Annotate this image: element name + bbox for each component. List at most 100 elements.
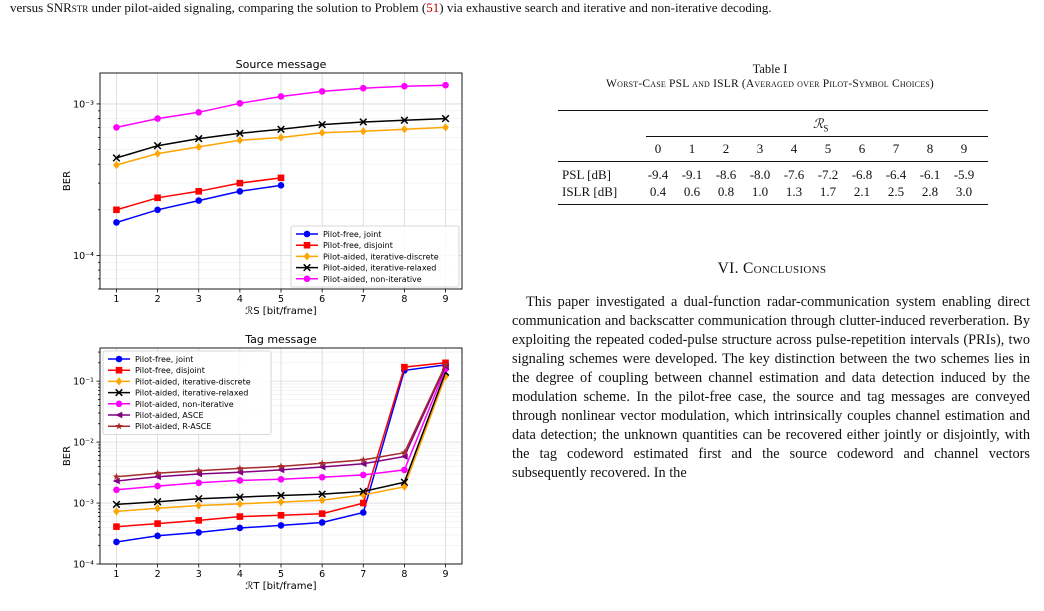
x-tick-label: 9 (443, 569, 449, 580)
table-group-rule (646, 136, 988, 137)
data-point (359, 509, 367, 516)
legend-box (290, 225, 460, 288)
pslr-islr-table: ℛS 0 1 2 3 4 5 6 7 8 9 PSL [dB] -9.4 -9.1 -8.6 -8.0 -7… (558, 110, 988, 230)
legend-entry: Pilot-aided, ASCE (135, 411, 204, 420)
legend-entry: Pilot-aided, iterative-relaxed (135, 389, 248, 398)
data-point (401, 363, 408, 371)
table-column-header-0: 0 (654, 141, 662, 156)
legend-marker (115, 366, 123, 374)
data-point (154, 482, 161, 490)
data-point (277, 522, 285, 529)
data-point (236, 524, 244, 532)
x-tick-label: 3 (196, 294, 202, 305)
data-point (113, 523, 120, 530)
series-pilot-free-disjoint (113, 174, 285, 214)
x-tick-label: 2 (155, 569, 161, 580)
data-point (359, 487, 368, 496)
data-point (277, 93, 285, 100)
table-column-header-6: 6 (858, 141, 866, 156)
x-tick-label: 4 (237, 569, 243, 580)
table-column-header-1: 1 (688, 141, 696, 156)
x-axis-label: ℛT [bit/frame] (245, 581, 316, 592)
table-mid-rule (558, 161, 988, 162)
data-point (113, 219, 120, 226)
data-point (154, 206, 161, 214)
data-point (195, 466, 203, 474)
data-point (113, 124, 120, 131)
legend-entry: Pilot-aided, iterative-relaxed (323, 264, 436, 273)
x-axis-label: ℛS [bit/frame] (245, 306, 316, 317)
x-tick-label: 8 (401, 569, 407, 580)
series-pilot-aided-iterative-relaxed (112, 114, 450, 162)
legend-marker (115, 422, 123, 430)
data-point (318, 519, 326, 526)
rate-subscript: S (823, 123, 829, 134)
x-tick-label: 6 (319, 294, 325, 305)
data-point (359, 127, 367, 136)
data-point (318, 490, 326, 498)
data-point (318, 459, 326, 467)
x-tick-label: 7 (360, 569, 366, 580)
table-cell: 1.3 (785, 184, 803, 199)
table-cell: -6.4 (885, 167, 907, 182)
data-point (153, 141, 162, 150)
table-cell: 1.7 (819, 184, 837, 199)
table-cell: -9.1 (681, 167, 703, 182)
table-cell: 3.0 (955, 184, 973, 199)
caption-text: versus SNR (10, 0, 72, 15)
legend-entry: Pilot-aided, iterative-discrete (323, 252, 439, 261)
figure-caption-continuation: versus SNRSTR under pilot-aided signalin… (10, 0, 1034, 17)
data-point (236, 493, 244, 501)
series-pilot-aided-non-iterative (113, 81, 449, 131)
data-point (236, 499, 244, 508)
data-point (400, 478, 409, 487)
data-point (195, 479, 203, 487)
legend: Pilot-free, joint Pilot-free, disjoint Pil… (290, 225, 460, 288)
x-tick-label: 7 (360, 294, 366, 305)
y-tick-label: 10⁻⁴ (73, 251, 94, 262)
legend-marker (303, 263, 311, 272)
data-point (401, 82, 408, 90)
data-point (236, 513, 244, 520)
series-pilot-free-joint (113, 182, 285, 226)
x-tick-label: 6 (319, 569, 325, 580)
data-point (236, 99, 244, 107)
data-point (318, 510, 326, 517)
data-point (154, 520, 161, 527)
data-point (154, 149, 161, 158)
legend-marker (303, 275, 311, 283)
table-cell: -7.2 (817, 167, 839, 182)
section-heading: VI. Conclusions (512, 260, 1032, 278)
data-point (154, 115, 161, 122)
data-point (359, 499, 367, 507)
equation-reference-link[interactable]: 51 (426, 0, 440, 15)
x-tick-label: 9 (443, 294, 449, 305)
data-point (277, 174, 285, 182)
data-point (359, 456, 367, 464)
legend-marker (115, 388, 123, 397)
x-tick-label: 2 (155, 294, 161, 305)
data-point (277, 491, 285, 500)
tag-message-chart: Tag message 1 2 3 4 5 6 7 8 9 10⁻⁴ 10⁻³ 10⁻² 10⁻¹ ℛT [… (62, 333, 463, 592)
series-pilot-aided-r-asce (112, 360, 450, 480)
table-subtitle: Worst-Case PSL and ISLR (Averaged over P… (510, 77, 1030, 92)
legend-entry: Pilot-aided, iterative-discrete (135, 377, 251, 386)
source-message-chart: Source message 1 2 3 4 5 6 7 8 9 10⁻⁴ 10⁻³ ℛS [bit/f… (62, 58, 463, 317)
data-point (195, 109, 203, 116)
data-point (318, 120, 326, 129)
legend-marker (115, 400, 123, 408)
y-tick-label: 10⁻³ (73, 99, 94, 110)
section-number: VI. (717, 260, 739, 277)
legend-entry: Pilot-free, disjoint (135, 366, 205, 375)
table-bottom-rule (558, 204, 988, 206)
data-point (359, 471, 367, 479)
y-axis-label: BER (62, 446, 73, 466)
legend-entry: Pilot-free, disjoint (323, 241, 393, 250)
data-point (195, 501, 203, 510)
y-axis-label: BER (62, 171, 73, 191)
caption-subscript: STR (71, 4, 89, 14)
table-cell: -5.9 (953, 167, 975, 182)
legend-entry: Pilot-free, joint (135, 355, 193, 364)
table-cell: 1.0 (751, 184, 769, 199)
data-point (359, 118, 368, 126)
